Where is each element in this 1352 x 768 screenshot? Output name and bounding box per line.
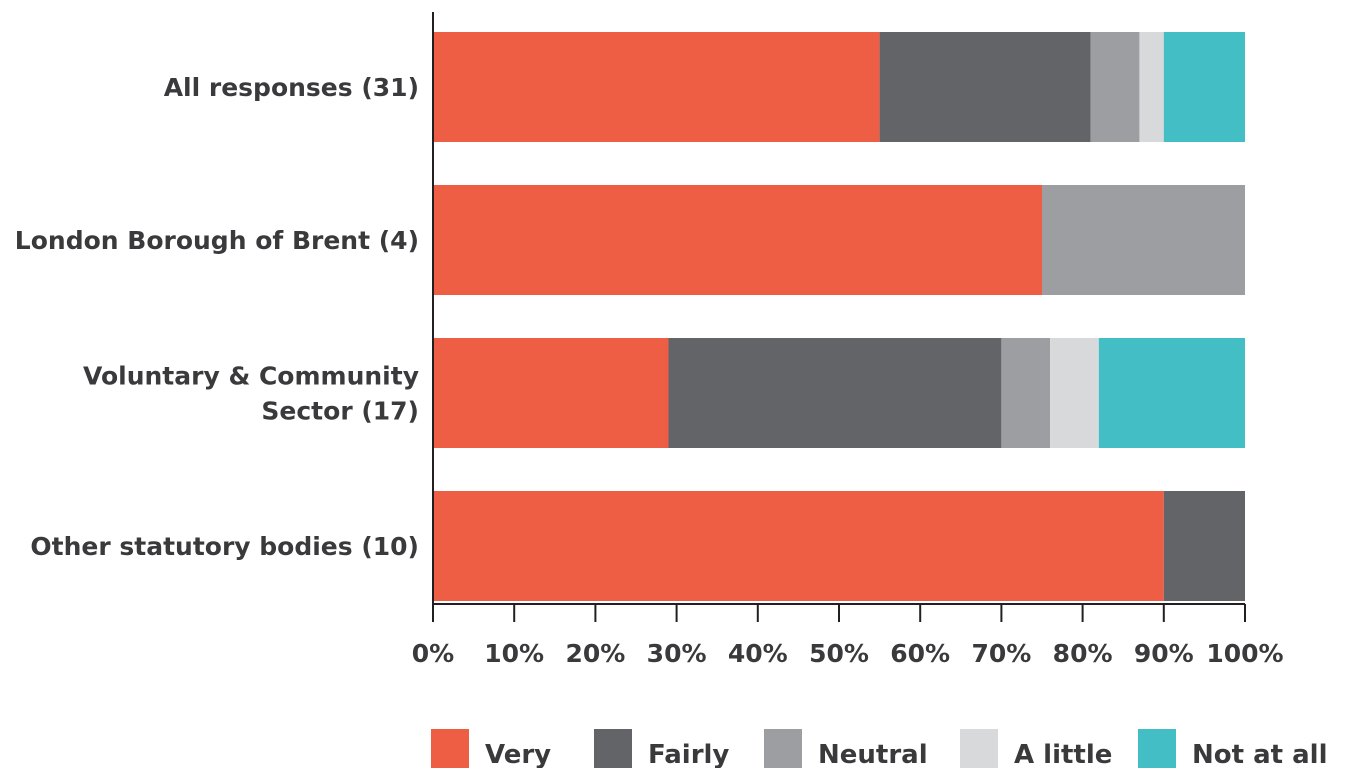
legend-label-neutral: Neutral — [818, 740, 928, 768]
x-tick-label-5: 50% — [809, 639, 869, 668]
category-label-3: Other statutory bodies (10) — [30, 532, 419, 561]
bar-segment-fairly-3 — [1163, 491, 1245, 601]
x-tick-label-2: 20% — [565, 639, 625, 668]
legend: Very Fairly Neutral A little Not at all — [431, 729, 1328, 768]
bar-segment-very-3 — [433, 491, 1164, 601]
x-tick-label-7: 70% — [971, 639, 1031, 668]
x-tick-label-9: 90% — [1134, 639, 1194, 668]
x-tick-label-0: 0% — [412, 639, 454, 668]
category-labels: All responses (31) London Borough of Bren… — [15, 73, 419, 561]
category-label-2-line-0: Voluntary & Community — [83, 362, 419, 391]
bar-segment-not-at-all-0 — [1163, 32, 1245, 142]
bar-segment-a-little-0 — [1139, 32, 1164, 142]
legend-swatch-neutral — [764, 729, 802, 768]
x-tick-label-6: 60% — [890, 639, 950, 668]
legend-label-a-little: A little — [1014, 740, 1112, 768]
legend-label-not-at-all: Not at all — [1192, 740, 1328, 768]
category-label-1: London Borough of Brent (4) — [15, 226, 419, 255]
legend-swatch-a-little — [960, 729, 998, 768]
bar-segment-fairly-2 — [668, 338, 1002, 448]
bar-segment-neutral-0 — [1090, 32, 1140, 142]
legend-label-very: Very — [485, 740, 551, 768]
legend-label-fairly: Fairly — [648, 740, 729, 768]
category-label-2-line-1: Sector (17) — [261, 397, 419, 426]
legend-swatch-fairly — [594, 729, 632, 768]
bars-group — [433, 32, 1245, 601]
bar-segment-very-1 — [433, 185, 1042, 295]
x-tick-label-4: 40% — [728, 639, 788, 668]
bar-segment-a-little-2 — [1050, 338, 1099, 448]
legend-swatch-very — [431, 729, 469, 768]
bar-segment-very-2 — [433, 338, 669, 448]
bar-segment-very-0 — [433, 32, 880, 142]
x-axis-ticks: 0% 10% 20% 30% 40% 50% 60% 70% 80% 90% 100% — [412, 604, 1284, 668]
x-tick-label-3: 30% — [647, 639, 707, 668]
x-tick-label-10: 100% — [1206, 639, 1283, 668]
x-tick-label-1: 10% — [484, 639, 544, 668]
x-tick-label-8: 80% — [1053, 639, 1113, 668]
category-label-0: All responses (31) — [164, 73, 419, 102]
bar-segment-neutral-1 — [1042, 185, 1245, 295]
bar-segment-not-at-all-2 — [1098, 338, 1245, 448]
legend-swatch-not-at-all — [1138, 729, 1176, 768]
bar-segment-fairly-0 — [879, 32, 1091, 142]
bar-segment-neutral-2 — [1001, 338, 1051, 448]
